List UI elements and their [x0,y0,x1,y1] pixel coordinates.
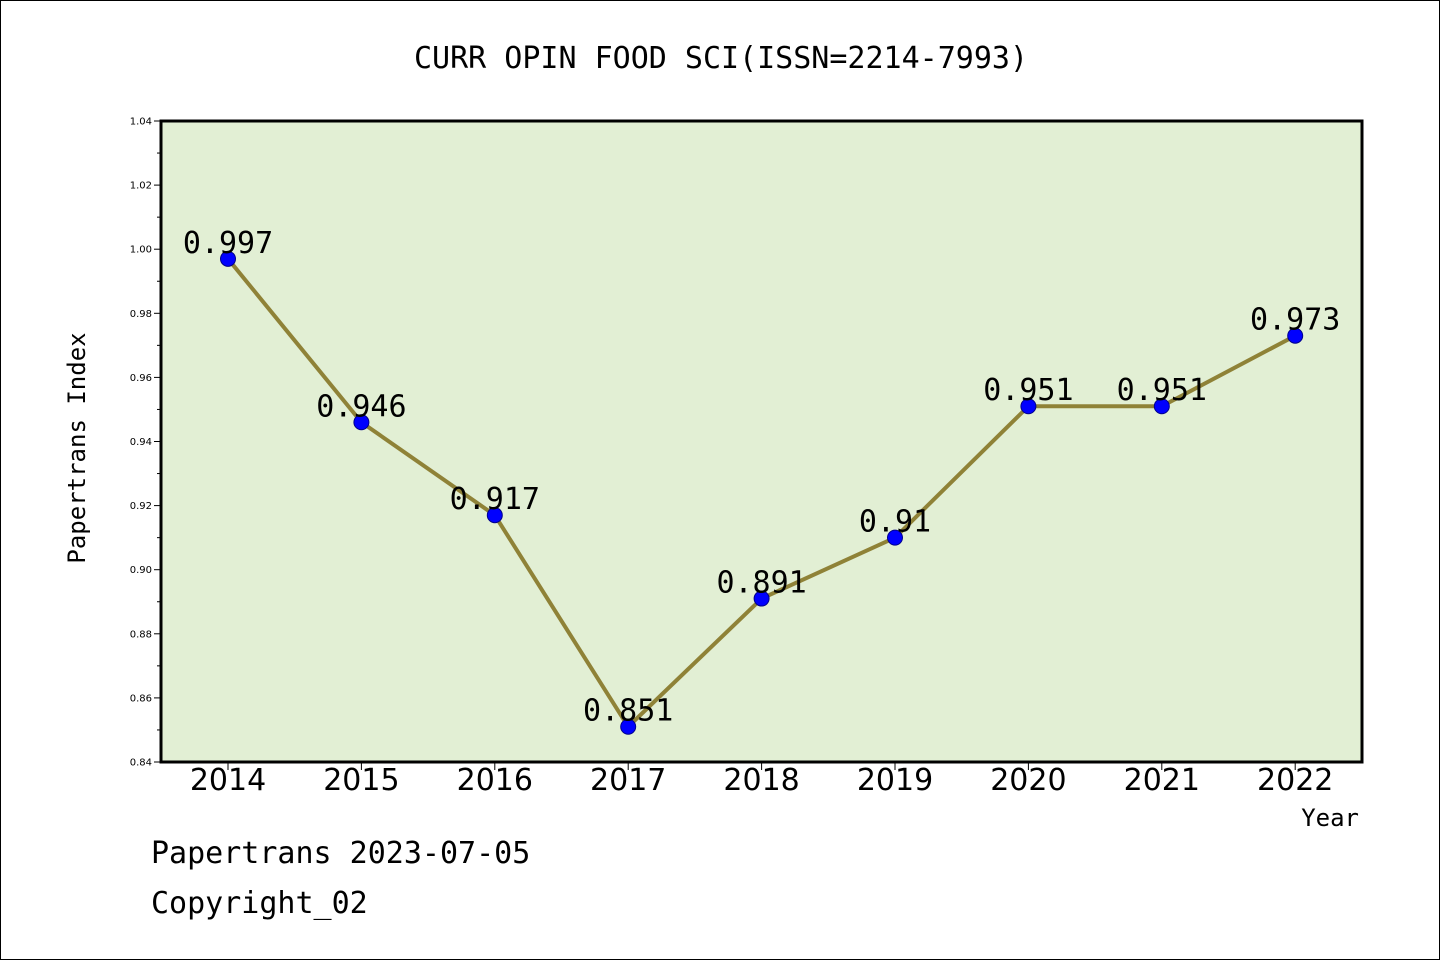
data-point [486,507,503,524]
data-label: 0.951 [1117,373,1207,408]
x-tick-label: 2018 [723,763,799,798]
data-point [620,718,637,735]
y-tick-label: 0.96 [130,373,152,384]
y-tick-label: 0.86 [130,693,152,704]
x-tick-label: 2014 [190,763,266,798]
x-axis-label: Year [1301,804,1359,832]
data-point [220,250,236,267]
x-tick-label: 2016 [457,763,533,798]
x-tick-label: 2015 [323,763,399,798]
data-point [1153,398,1170,415]
series-layer: 0.997 0.946 0.917 0.851 0.891 0.91 0.951 0.951 0… [183,226,1340,735]
data-label: 0.997 [183,226,273,261]
data-label: 0.946 [316,389,406,424]
x-tick-label: 2021 [1124,763,1200,798]
y-tick-label: 1.00 [130,245,152,256]
y-axis-label: Papertrans Index [63,332,91,563]
x-tick-label: 2017 [590,763,666,798]
y-tick-label: 0.90 [130,565,152,576]
data-point [753,590,770,607]
x-tick-label: 2020 [990,763,1066,798]
x-tick-label: 2022 [1257,763,1333,798]
chart-title: CURR OPIN FOOD SCI(ISSN=2214-7993) [414,41,1028,76]
data-label: 0.917 [450,482,540,517]
data-point [1287,327,1304,344]
data-point [887,529,903,546]
y-tick-label: 0.92 [130,501,152,512]
x-axis: 2014 2015 2016 2017 2018 2019 2020 2021 2022 [190,762,1333,798]
data-point [1020,398,1037,415]
data-point [353,414,370,431]
y-tick-label: 1.04 [130,117,152,128]
y-tick-label: 0.84 [130,758,152,769]
y-tick-label: 1.02 [130,181,152,192]
data-label: 0.973 [1250,303,1340,338]
x-tick-label: 2019 [857,763,933,798]
y-tick-label: 0.98 [130,309,152,320]
footer-copyright: Copyright_02 [151,886,368,921]
y-tick-label: 0.94 [130,437,152,448]
data-label: 0.951 [983,373,1073,408]
plot-area [159,119,1364,764]
data-label: 0.891 [716,566,806,601]
footer-date: Papertrans 2023-07-05 [151,836,531,871]
y-tick-label: 0.88 [130,629,152,640]
data-label: 0.851 [583,694,673,729]
y-axis: 0.84 0.86 0.88 0.90 0.92 0.94 0.96 0.98 1.00 1.02… [130,117,161,769]
data-label: 0.91 [859,505,931,540]
